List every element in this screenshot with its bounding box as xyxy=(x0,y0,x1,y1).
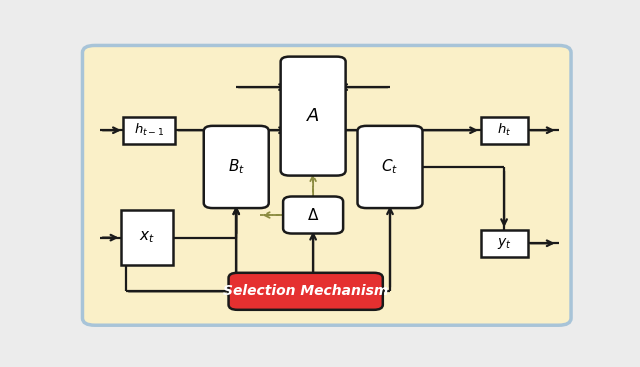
FancyBboxPatch shape xyxy=(481,230,527,257)
FancyBboxPatch shape xyxy=(121,210,173,265)
Text: $h_{t-1}$: $h_{t-1}$ xyxy=(134,122,164,138)
Text: $y_t$: $y_t$ xyxy=(497,236,511,251)
FancyBboxPatch shape xyxy=(228,273,383,310)
FancyBboxPatch shape xyxy=(204,126,269,208)
Text: $\Delta$: $\Delta$ xyxy=(307,207,319,223)
FancyBboxPatch shape xyxy=(280,57,346,175)
Text: $h_t$: $h_t$ xyxy=(497,122,511,138)
Text: $C_t$: $C_t$ xyxy=(381,157,399,176)
FancyBboxPatch shape xyxy=(83,46,571,325)
FancyBboxPatch shape xyxy=(358,126,422,208)
FancyBboxPatch shape xyxy=(124,117,175,143)
Text: $B_t$: $B_t$ xyxy=(228,157,244,176)
FancyBboxPatch shape xyxy=(481,117,527,143)
Text: $A$: $A$ xyxy=(306,107,320,125)
FancyBboxPatch shape xyxy=(283,196,343,233)
Text: $x_t$: $x_t$ xyxy=(139,230,155,246)
Text: Selection Mechanism: Selection Mechanism xyxy=(223,284,388,298)
